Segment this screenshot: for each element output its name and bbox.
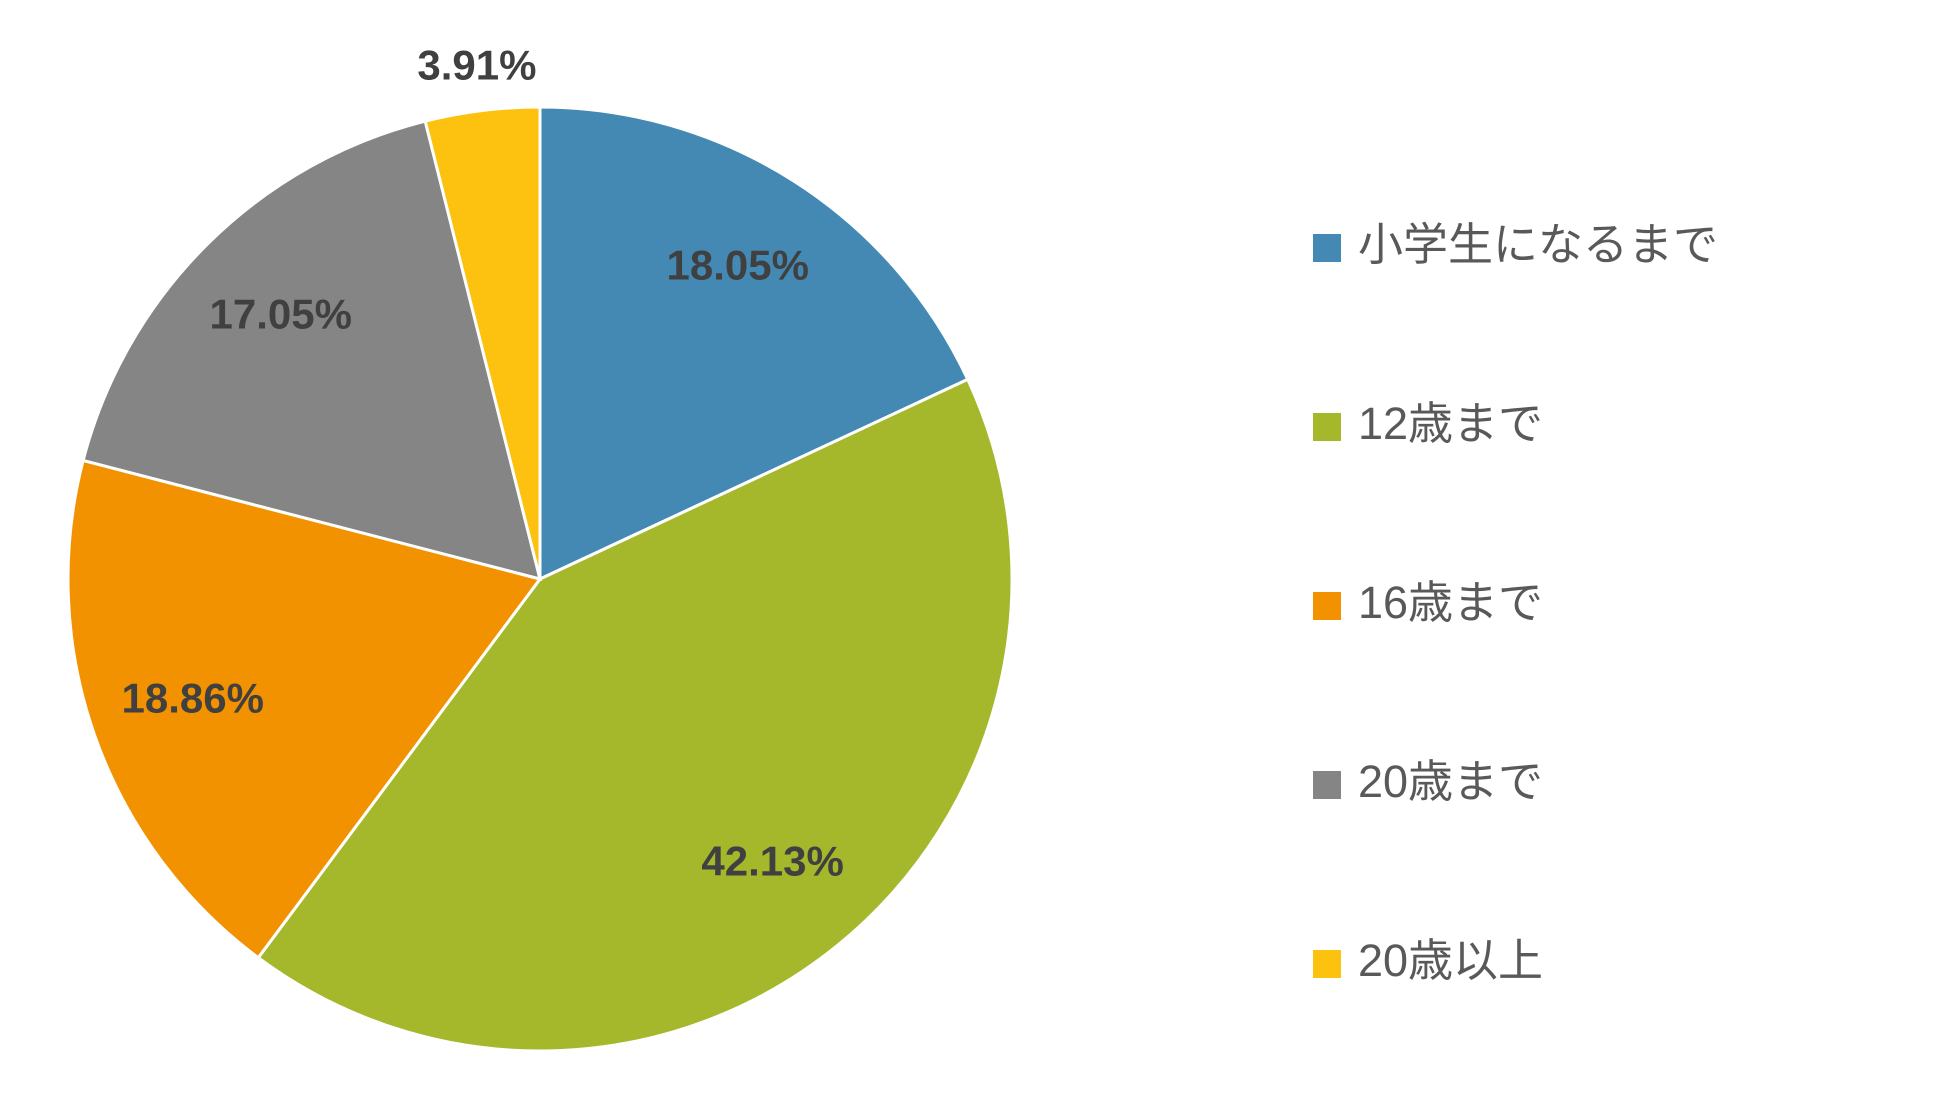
data-label: 17.05% bbox=[210, 291, 352, 338]
legend-swatch bbox=[1313, 234, 1341, 262]
legend-label: 16歳まで bbox=[1358, 577, 1543, 628]
legend-swatch bbox=[1313, 413, 1341, 441]
legend-swatch bbox=[1313, 592, 1341, 620]
legend-label: 12歳まで bbox=[1358, 398, 1543, 449]
pie-slice bbox=[538, 105, 970, 582]
data-label: 42.13% bbox=[701, 837, 843, 884]
legend-swatch bbox=[1313, 771, 1341, 799]
pie-slice bbox=[256, 377, 1014, 1053]
legend-swatch bbox=[1313, 950, 1341, 978]
pie-slice bbox=[423, 105, 542, 580]
data-label: 18.86% bbox=[122, 674, 264, 721]
legend-label: 20歳まで bbox=[1358, 756, 1543, 807]
pie-slice bbox=[81, 119, 543, 582]
pie-slice bbox=[66, 458, 543, 960]
legend-label: 小学生になるまで bbox=[1358, 219, 1718, 270]
data-label: 18.05% bbox=[667, 242, 809, 289]
data-label: 3.91% bbox=[417, 41, 536, 88]
legend-label: 20歳以上 bbox=[1358, 935, 1543, 986]
